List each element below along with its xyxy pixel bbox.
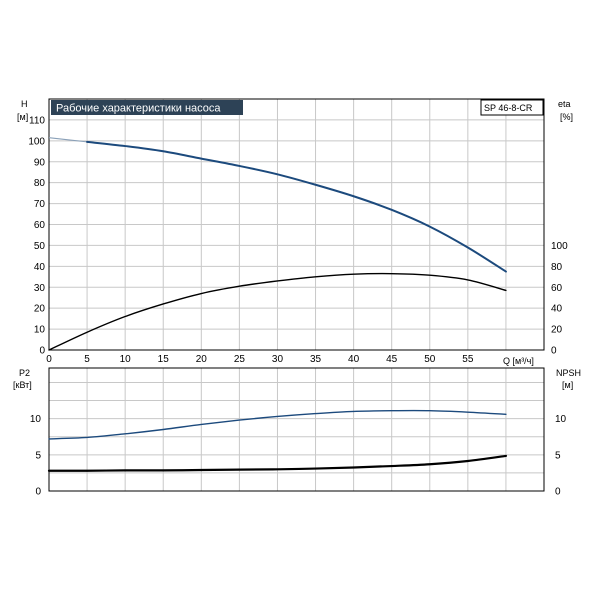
p2-tick-label: 0 — [35, 487, 41, 498]
top-panel-tick-labels: 0 5 10 15 20 25 30 35 40 45 50 55 0 10 20 30 40 50 60 70 80 9… — [28, 115, 568, 365]
y-left-tick-label: 0 — [39, 346, 45, 357]
p2-axis-unit: [кВт] — [13, 380, 32, 390]
y-right-tick-label: 80 — [551, 262, 563, 273]
bottom-panel-series — [47, 409, 508, 472]
x-tick-label: 0 — [46, 354, 52, 365]
model-label-text: SP 46-8-CR — [484, 103, 533, 113]
bottom-panel-tick-labels: 0 5 10 0 5 10 — [30, 414, 567, 497]
p2-tick-label: 5 — [35, 450, 41, 461]
model-label-box — [480, 99, 544, 116]
y-right-tick-label: 100 — [551, 241, 568, 252]
x-tick-label: 10 — [120, 354, 132, 365]
eta-axis-label: eta — [558, 99, 571, 109]
y-left-tick-label: 10 — [34, 325, 46, 336]
x-tick-label: 55 — [462, 354, 474, 365]
top-panel-frame — [48, 98, 545, 351]
x-tick-label: 40 — [348, 354, 360, 365]
npsh-axis-label: NPSH — [556, 368, 581, 378]
bottom-panel-grid — [49, 368, 544, 491]
x-tick-label: 30 — [272, 354, 284, 365]
y-left-tick-label: 40 — [34, 262, 46, 273]
y-left-tick-label: 70 — [34, 199, 46, 210]
y-left-tick-label: 110 — [29, 115, 45, 126]
npsh-tick-label: 5 — [555, 450, 561, 461]
x-tick-label: 45 — [386, 354, 398, 365]
npsh-axis-unit: [м] — [562, 380, 573, 390]
h-axis-unit: [м] — [17, 112, 28, 122]
y-left-tick-label: 80 — [34, 178, 46, 189]
x-tick-label: 50 — [424, 354, 436, 365]
y-left-tick-label: 100 — [28, 136, 45, 147]
q-axis-label: Q [м³/ч] — [503, 356, 534, 366]
head-curve — [86, 140, 507, 273]
y-left-tick-label: 20 — [34, 304, 46, 315]
top-panel-series — [48, 137, 507, 351]
power_p2-curve — [48, 409, 507, 440]
bottom-panel-frame — [48, 367, 545, 492]
y-left-tick-label: 90 — [34, 157, 46, 168]
y-left-tick-label: 60 — [34, 220, 46, 231]
title-banner-text: Рабочие характеристики насоса — [56, 103, 221, 115]
p2-tick-label: 10 — [30, 414, 42, 425]
h-axis-label: H — [21, 99, 28, 109]
npsh-tick-label: 10 — [555, 414, 567, 425]
x-tick-label: 15 — [158, 354, 170, 365]
x-tick-label: 35 — [310, 354, 322, 365]
y-left-tick-label: 50 — [34, 241, 46, 252]
efficiency-curve — [48, 272, 507, 351]
y-right-tick-label: 20 — [551, 325, 563, 336]
head-curve-start-segment — [48, 137, 88, 143]
eta-axis-unit: [%] — [560, 112, 573, 122]
y-right-tick-label: 60 — [551, 283, 563, 294]
npsh-curve — [47, 454, 508, 472]
y-right-tick-label: 0 — [551, 346, 557, 357]
x-tick-label: 20 — [196, 354, 208, 365]
title-banner — [51, 100, 243, 115]
x-tick-label: 5 — [84, 354, 90, 365]
y-right-tick-label: 40 — [551, 304, 563, 315]
y-left-tick-label: 30 — [34, 283, 46, 294]
p2-axis-label: P2 — [19, 368, 30, 378]
npsh-tick-label: 0 — [555, 487, 561, 498]
x-tick-label: 25 — [234, 354, 246, 365]
top-panel-grid — [49, 99, 544, 350]
